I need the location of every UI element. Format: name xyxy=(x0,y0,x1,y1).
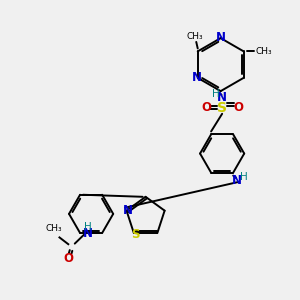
Text: O: O xyxy=(233,101,243,114)
Text: N: N xyxy=(216,31,226,44)
Text: O: O xyxy=(63,252,73,265)
Text: N: N xyxy=(123,204,133,217)
Text: CH₃: CH₃ xyxy=(45,224,62,233)
Text: N: N xyxy=(83,226,93,239)
Text: O: O xyxy=(201,101,211,114)
Text: CH₃: CH₃ xyxy=(187,32,203,41)
Text: H: H xyxy=(212,89,220,99)
Text: CH₃: CH₃ xyxy=(256,47,273,56)
Text: N: N xyxy=(232,173,242,187)
Text: S: S xyxy=(131,228,140,241)
Text: N: N xyxy=(217,92,227,104)
Text: S: S xyxy=(217,101,227,115)
Text: N: N xyxy=(192,71,202,84)
Text: H: H xyxy=(240,172,248,182)
Text: H: H xyxy=(84,221,92,232)
